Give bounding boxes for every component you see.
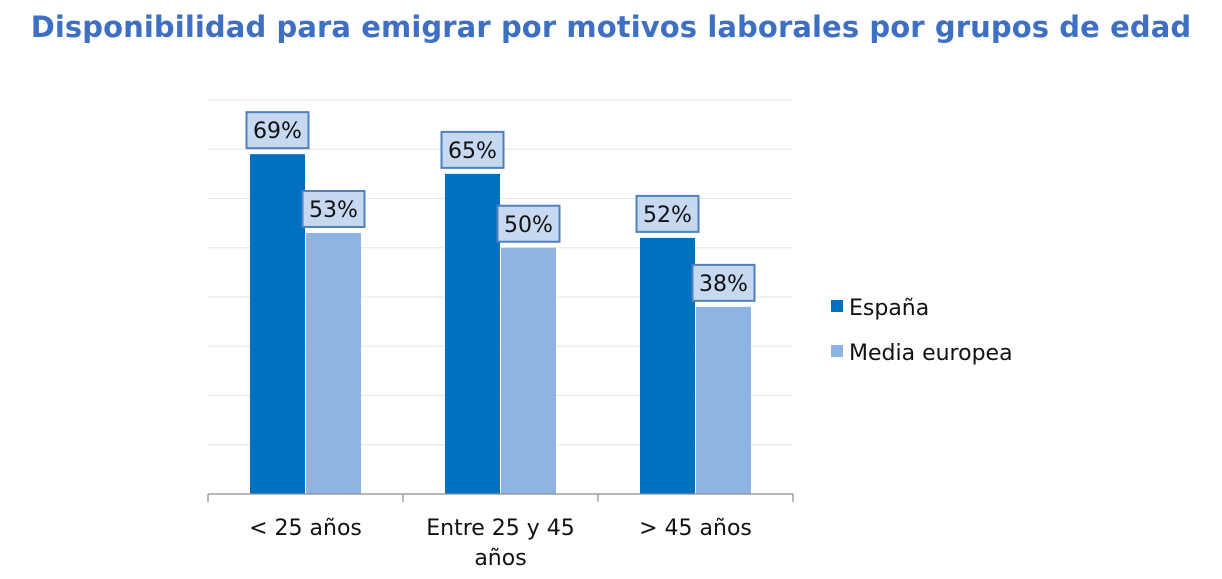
data-label: 53% <box>309 198 358 223</box>
bar-media-europea-2 <box>696 306 751 494</box>
category-label: > 45 años <box>639 516 752 541</box>
data-label-box <box>301 189 366 228</box>
bars <box>250 154 751 495</box>
gridlines <box>208 99 793 446</box>
legend-label: Media europea <box>849 341 1013 366</box>
data-label-box <box>245 111 310 150</box>
legend-swatch <box>831 300 843 312</box>
data-label: 38% <box>699 272 748 297</box>
category-labels: < 25 años Entre 25 y 45 años > 45 años <box>249 516 752 571</box>
bar-espana-1 <box>445 173 500 494</box>
legend: España Media europea <box>831 296 1013 366</box>
data-label: 50% <box>504 213 553 238</box>
data-labels: 69% 53% 65% 50% 52% 38% <box>245 111 756 302</box>
category-label: Entre 25 y 45 <box>426 516 575 541</box>
data-label-box <box>635 194 700 233</box>
bar-espana-2 <box>640 237 695 494</box>
data-label: 69% <box>253 119 302 144</box>
data-label: 65% <box>448 139 497 164</box>
chart-title: Disponibilidad para emigrar por motivos … <box>30 10 1192 44</box>
category-label: < 25 años <box>249 516 362 541</box>
legend-swatch <box>831 345 843 357</box>
legend-label: España <box>849 296 929 321</box>
data-label-box <box>691 263 756 302</box>
data-label: 52% <box>643 203 692 228</box>
data-label-box <box>440 130 505 169</box>
data-label-box <box>496 204 561 243</box>
bar-espana-0 <box>250 154 305 495</box>
category-label: años <box>474 546 526 571</box>
bar-media-europea-1 <box>501 247 556 494</box>
x-axis <box>207 493 794 502</box>
bar-media-europea-0 <box>306 232 361 494</box>
